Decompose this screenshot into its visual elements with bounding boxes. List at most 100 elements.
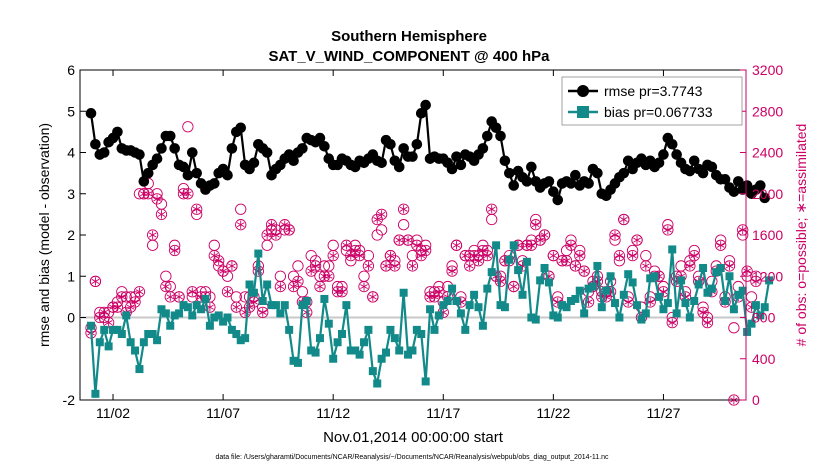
rmse-point [548,186,559,197]
rmse-point [706,161,718,173]
assimilated-ring [701,317,714,329]
assimilated-ring [336,286,348,298]
assimilated-star-stroke [324,273,333,279]
bias-point [615,313,624,322]
assimilated-obs-marker [111,301,124,313]
assimilated-obs-marker [389,260,401,272]
bias-point [470,290,479,299]
assimilated-obs-marker [618,213,630,226]
assimilated-star-stroke [223,289,232,295]
assimilated-obs-marker [270,229,282,241]
bias-point [188,311,197,320]
assimilated-star-stroke [263,232,272,238]
chart-title: Southern Hemisphere [331,28,487,45]
right-axis-ticks: 0 400 800 1200 1600 2000 2400 2800 3200 [740,62,783,408]
x-tick-label: 11/02 [96,405,130,421]
legend-bias-marker [577,106,589,118]
assimilated-ring [569,260,582,272]
assimilated-obs-marker [164,291,176,303]
assimilated-star-stroke [602,294,611,300]
assimilated-ring [257,306,269,318]
bias-point [659,305,668,314]
bias-point [342,301,351,310]
bias-point [417,330,426,338]
assimilated-star-stroke [663,227,672,233]
bias-point [298,301,307,310]
bias-point [346,346,355,355]
rmse-point [508,180,520,191]
assimilated-star-stroke [474,258,483,264]
assimilated-ring [169,244,181,257]
legend-rmse-label: rmse pr=3.7743 [604,83,703,99]
bias-point [716,264,725,272]
assimilated-ring [618,213,630,226]
assimilated-ring [420,244,432,257]
assimilated-ring [133,286,146,298]
rmse-point [446,163,458,175]
left-axis-label: rmse and bias (model - observation) [36,123,52,347]
bias-point [390,334,399,343]
assimilated-obs-marker [380,260,392,272]
rmse-point [297,143,308,154]
assimilated-obs-marker [358,280,370,293]
assimilated-star-stroke [135,289,144,295]
right-tick-label: 1600 [752,227,783,243]
assimilated-star-stroke [527,242,536,248]
bias-point [685,313,694,322]
assimilated-obs-marker [160,280,172,293]
assimilated-star-stroke [307,268,316,274]
assimilated-obs-marker [578,265,590,277]
assimilated-star-stroke [144,191,153,197]
assimilated-star-stroke [699,309,707,315]
assimilated-ring [226,260,238,272]
assimilated-ring [741,265,753,277]
assimilated-star-stroke [412,242,421,248]
rmse-point [182,169,194,181]
right-tick-label: 3200 [752,62,783,78]
assimilated-star-stroke [465,263,474,269]
bias-point [443,297,452,305]
assimilated-ring [433,286,445,298]
rmse-point [688,155,700,167]
assimilated-ring [182,188,194,200]
rmse-point [728,186,740,197]
bias-point [712,268,721,277]
assimilated-star-stroke [668,320,677,326]
bias-point [637,315,646,324]
bias-point [135,365,144,374]
bias-point [602,286,611,295]
bias-point [382,348,391,357]
assimilated-ring [613,249,626,262]
assimilated-obs-marker [569,260,582,272]
assimilated-star-stroke [567,242,575,248]
bias-point [694,280,703,289]
bias-point [408,346,417,355]
assimilated-star-stroke [483,253,492,259]
assimilated-ring [697,306,709,318]
x-tick-label: 11/22 [536,405,570,421]
assimilated-obs-marker [538,229,551,241]
bias-point [113,325,122,334]
rmse-point [151,153,163,164]
assimilated-star-stroke [228,263,236,269]
rmse-point [697,167,709,179]
bias-point [575,286,584,295]
bias-point [236,336,245,345]
assimilated-obs-marker [481,249,493,262]
assimilated-obs-marker [640,260,652,272]
bias-point [628,278,637,287]
rmse-point [420,99,431,111]
bias-point [465,301,474,310]
rmse-point [90,138,101,150]
rmse-point [521,176,533,187]
assimilated-ring [235,219,247,231]
bias-point [368,367,377,376]
assimilated-star-stroke [703,320,712,326]
assimilated-star-stroke [188,289,197,295]
assimilated-obs-marker [613,249,626,262]
bias-point [566,297,575,305]
assimilated-ring [164,291,176,303]
right-tick-label: 2000 [752,186,783,202]
assimilated-ring [688,249,700,262]
